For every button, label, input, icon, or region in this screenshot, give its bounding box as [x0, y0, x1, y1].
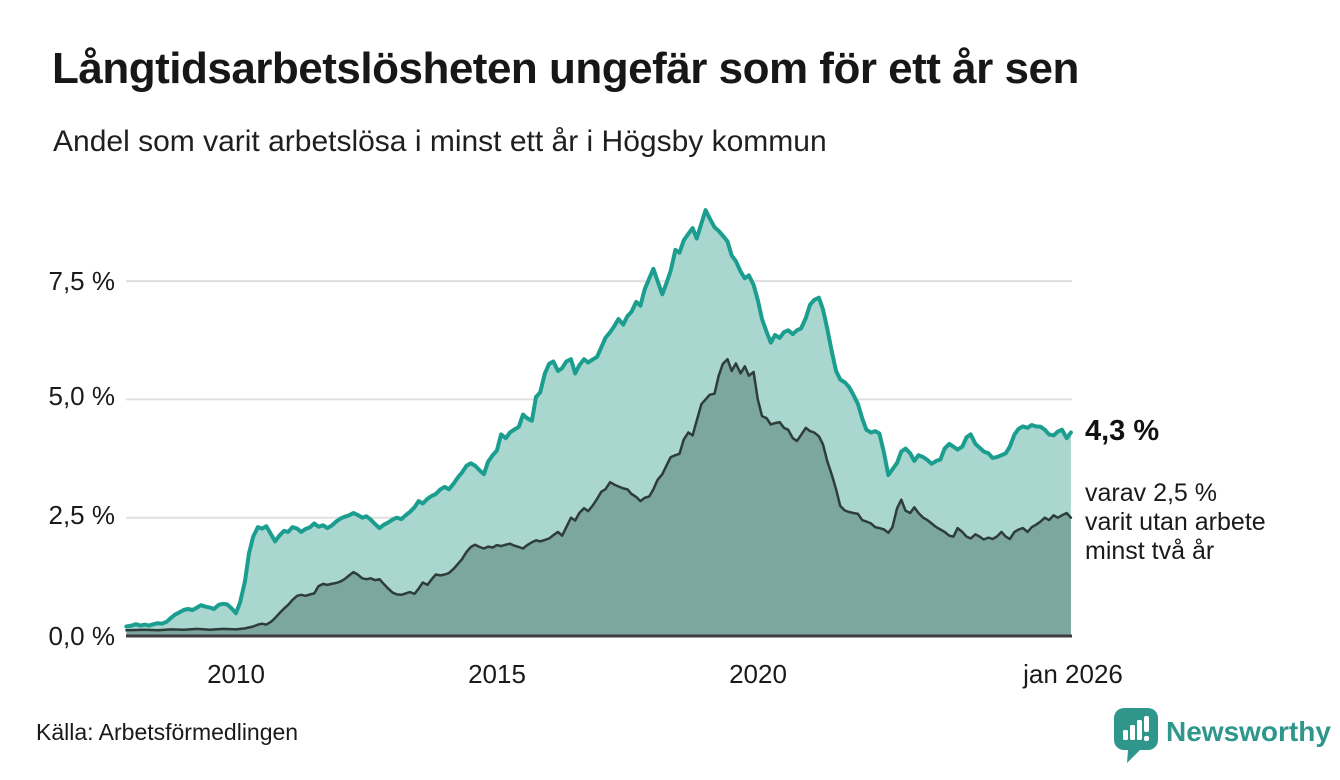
latest-value-label: 4,3 %	[1085, 415, 1160, 447]
x-tick-label-2010: 2010	[207, 659, 265, 689]
x-tick-label-2020: 2020	[729, 659, 787, 689]
brand-name: Newsworthy	[1166, 716, 1331, 747]
y-tick-label-7-5: 7,5 %	[48, 266, 116, 296]
x-tick-label-2015: 2015	[468, 659, 526, 689]
secondary-note: varav 2,5 % varit utan arbete minst två …	[1085, 479, 1266, 566]
y-tick-label-2-5: 2,5 %	[48, 500, 116, 530]
y-tick-label-5-0: 5,0 %	[48, 381, 116, 411]
newsworthy-bubble-chart-icon	[1114, 708, 1158, 769]
newsworthy-logo: Newsworthy	[1114, 708, 1331, 769]
note-line-3: minst två år	[1085, 537, 1215, 565]
source-attribution: Källa: Arbetsförmedlingen	[36, 719, 299, 745]
note-line-1: varav 2,5 %	[1085, 479, 1218, 507]
chart-subtitle: Andel som varit arbetslösa i minst ett å…	[53, 125, 827, 158]
page-title: Långtidsarbetslösheten ungefär som för e…	[52, 44, 1079, 93]
y-tick-label-0: 0,0 %	[48, 621, 116, 651]
x-tick-label-jan-2026: jan 2026	[1023, 659, 1123, 689]
note-line-2: varit utan arbete	[1085, 508, 1266, 536]
